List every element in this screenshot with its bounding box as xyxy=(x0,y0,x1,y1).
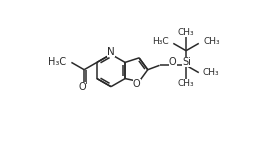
Text: CH₃: CH₃ xyxy=(178,29,194,37)
Text: N: N xyxy=(107,47,115,57)
Text: O: O xyxy=(78,82,86,92)
Text: CH₃: CH₃ xyxy=(203,68,219,77)
Text: Si: Si xyxy=(183,57,191,67)
Text: O: O xyxy=(133,79,141,89)
Text: O: O xyxy=(169,57,177,67)
Text: H₃C: H₃C xyxy=(152,37,169,46)
Text: CH₃: CH₃ xyxy=(178,79,194,88)
Text: H₃C: H₃C xyxy=(48,57,66,67)
Text: CH₃: CH₃ xyxy=(203,37,220,46)
